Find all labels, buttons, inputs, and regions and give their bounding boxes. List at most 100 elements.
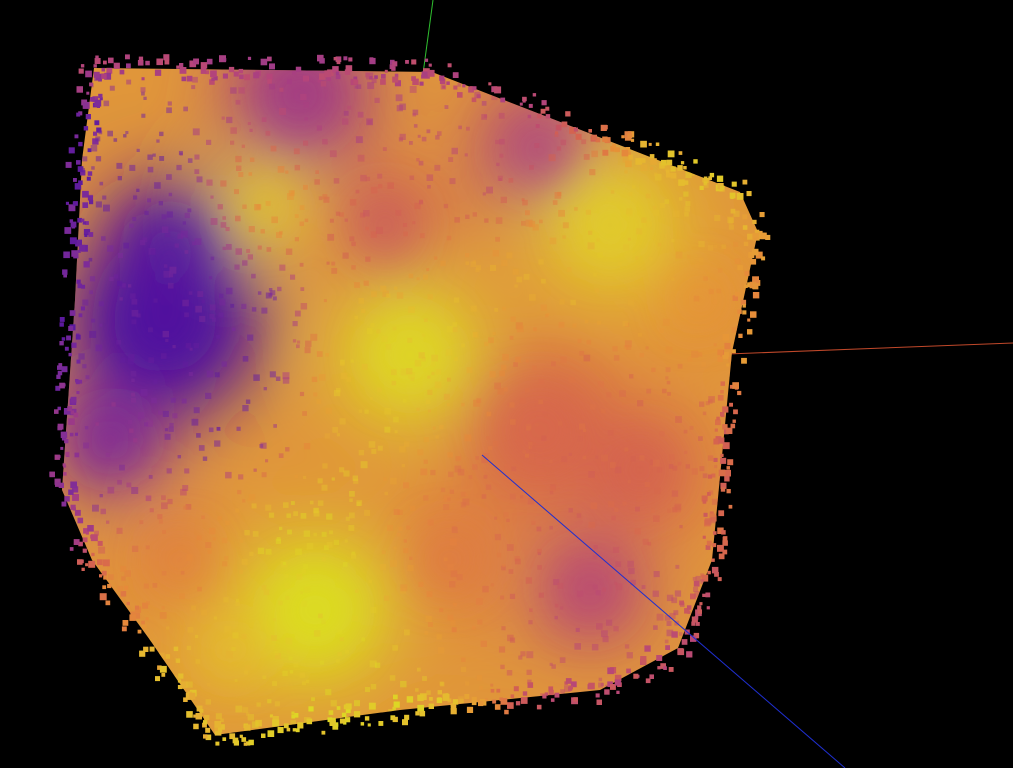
point-marker bbox=[119, 698, 125, 705]
point-marker bbox=[266, 73, 273, 80]
point-marker bbox=[129, 164, 136, 171]
point-marker bbox=[77, 166, 84, 172]
point-marker bbox=[525, 453, 529, 458]
point-marker bbox=[647, 130, 652, 136]
point-marker bbox=[87, 171, 93, 176]
point-marker bbox=[267, 699, 272, 704]
point-marker bbox=[215, 741, 220, 746]
point-marker bbox=[481, 456, 488, 464]
point-marker bbox=[189, 347, 193, 351]
point-marker bbox=[303, 102, 310, 108]
point-marker bbox=[713, 531, 717, 535]
point-marker bbox=[726, 489, 731, 494]
point-marker bbox=[223, 58, 227, 62]
point-marker bbox=[702, 176, 708, 183]
point-marker bbox=[181, 398, 187, 404]
point-marker bbox=[216, 334, 220, 339]
point-marker bbox=[254, 204, 261, 211]
point-marker bbox=[84, 426, 89, 430]
point-marker bbox=[129, 632, 136, 639]
point-marker bbox=[145, 545, 150, 550]
point-marker bbox=[94, 120, 100, 126]
point-marker bbox=[560, 689, 565, 694]
point-marker bbox=[188, 692, 196, 700]
point-marker bbox=[360, 174, 367, 182]
point-marker bbox=[176, 65, 180, 69]
point-marker bbox=[711, 558, 715, 562]
point-marker bbox=[481, 494, 487, 499]
point-marker bbox=[439, 681, 444, 686]
point-marker bbox=[304, 717, 311, 724]
point-marker bbox=[225, 651, 233, 659]
point-marker bbox=[335, 211, 341, 216]
point-marker bbox=[427, 389, 433, 395]
point-marker bbox=[244, 724, 251, 731]
point-marker bbox=[381, 74, 386, 79]
point-marker bbox=[247, 334, 254, 341]
point-marker bbox=[566, 267, 572, 272]
point-marker bbox=[354, 315, 358, 320]
point-marker bbox=[742, 304, 746, 308]
point-marker bbox=[720, 412, 725, 417]
point-marker bbox=[740, 299, 747, 306]
point-marker bbox=[691, 468, 698, 475]
point-marker bbox=[90, 534, 98, 542]
point-marker bbox=[744, 284, 748, 288]
point-marker bbox=[755, 251, 763, 259]
point-marker bbox=[728, 220, 733, 225]
point-marker bbox=[604, 689, 610, 695]
point-marker bbox=[468, 475, 473, 480]
point-marker bbox=[275, 538, 281, 544]
point-marker bbox=[148, 357, 154, 363]
point-marker bbox=[506, 518, 510, 523]
point-marker bbox=[410, 505, 416, 511]
point-marker bbox=[694, 591, 701, 598]
point-marker bbox=[91, 318, 96, 323]
point-marker bbox=[633, 673, 639, 679]
point-marker bbox=[742, 214, 748, 220]
point-marker bbox=[83, 442, 90, 449]
point-marker bbox=[249, 551, 254, 557]
point-marker bbox=[601, 587, 607, 592]
point-marker bbox=[497, 388, 505, 395]
point-marker bbox=[505, 97, 510, 101]
point-marker bbox=[736, 491, 743, 499]
point-marker bbox=[351, 241, 356, 247]
point-marker bbox=[249, 128, 253, 132]
point-marker bbox=[722, 442, 730, 450]
point-marker bbox=[601, 454, 608, 462]
point-marker bbox=[164, 59, 170, 65]
point-marker bbox=[331, 261, 336, 266]
point-marker bbox=[333, 389, 341, 397]
point-marker bbox=[262, 675, 267, 680]
point-marker bbox=[527, 679, 532, 684]
point-marker bbox=[133, 195, 138, 200]
point-marker bbox=[205, 542, 212, 548]
point-marker bbox=[729, 402, 733, 407]
point-marker bbox=[537, 552, 541, 556]
point-marker bbox=[163, 54, 170, 61]
point-marker bbox=[491, 94, 498, 101]
point-marker bbox=[247, 498, 251, 502]
point-marker bbox=[188, 291, 193, 295]
point-marker bbox=[717, 356, 723, 362]
point-marker bbox=[186, 681, 193, 688]
point-marker bbox=[131, 487, 139, 494]
point-marker bbox=[577, 338, 582, 343]
point-marker bbox=[662, 388, 667, 394]
point-marker bbox=[219, 724, 225, 730]
point-marker bbox=[198, 445, 205, 451]
point-marker bbox=[527, 682, 534, 688]
point-cloud-cube bbox=[49, 54, 771, 746]
point-marker bbox=[212, 537, 216, 541]
point-marker bbox=[428, 622, 433, 627]
point-marker bbox=[205, 392, 212, 399]
point-marker bbox=[82, 669, 87, 675]
point-marker bbox=[423, 495, 429, 501]
point-marker bbox=[268, 292, 273, 297]
point-marker bbox=[77, 622, 83, 627]
point-marker bbox=[374, 662, 381, 668]
point-marker bbox=[134, 606, 142, 613]
